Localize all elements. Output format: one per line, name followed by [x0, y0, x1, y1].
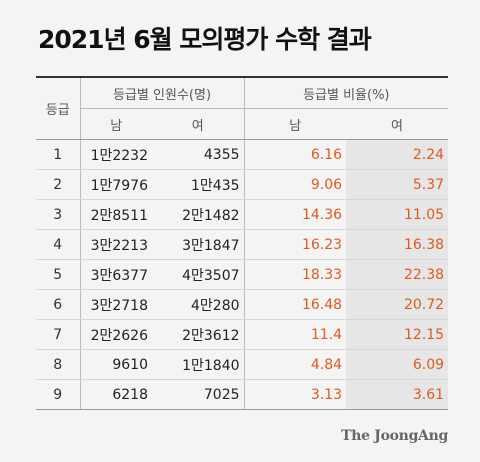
- female-count-cell: 3만1847: [152, 229, 245, 260]
- male-count-cell: 3만2718: [79, 289, 152, 320]
- female-count-cell: 4만3507: [152, 259, 245, 290]
- count-male-header: 남: [79, 108, 152, 140]
- female-ratio-cell: 5.37: [346, 169, 449, 200]
- female-ratio-cell: 2.24: [346, 139, 449, 170]
- grade-cell: 2: [36, 169, 80, 200]
- female-ratio-cell: 12.15: [346, 319, 449, 350]
- grade-cell: 7: [36, 319, 80, 350]
- female-count-cell: 4355: [152, 139, 245, 170]
- female-ratio-cell: 22.38: [346, 259, 449, 290]
- male-ratio-cell: 11.4: [243, 319, 347, 350]
- male-count-cell: 2만8511: [79, 199, 152, 230]
- male-ratio-cell: 3.13: [243, 379, 347, 410]
- table-row: 9 6218 7025 3.13 3.61: [36, 379, 449, 410]
- male-ratio-cell: 16.23: [243, 229, 347, 260]
- female-ratio-cell: 20.72: [346, 289, 449, 320]
- grade-cell: 1: [36, 139, 80, 170]
- table-row: 6 3만2718 4만280 16.48 20.72: [36, 289, 449, 320]
- grade-cell: 5: [36, 259, 80, 290]
- male-count-cell: 2만2626: [79, 319, 152, 350]
- grade-cell: 3: [36, 199, 80, 230]
- grade-cell: 6: [36, 289, 80, 320]
- table-row: 1 1만2232 4355 6.16 2.24: [36, 139, 449, 170]
- grade-cell: 9: [36, 379, 80, 410]
- male-count-cell: 3만6377: [79, 259, 152, 290]
- male-count-cell: 9610: [79, 349, 152, 380]
- female-ratio-cell: 3.61: [346, 379, 449, 410]
- male-count-cell: 3만2213: [79, 229, 152, 260]
- male-ratio-cell: 6.16: [243, 139, 347, 170]
- female-count-cell: 7025: [152, 379, 245, 410]
- table-row: 2 1만7976 1만435 9.06 5.37: [36, 169, 449, 200]
- male-count-cell: 1만7976: [79, 169, 152, 200]
- male-ratio-cell: 16.48: [243, 289, 347, 320]
- count-female-header: 여: [152, 108, 245, 140]
- female-count-cell: 2만3612: [152, 319, 245, 350]
- male-ratio-cell: 14.36: [243, 199, 347, 230]
- page-title: 2021년 6월 모의평가 수학 결과: [38, 25, 372, 54]
- source-logo: The JoongAng: [341, 428, 448, 444]
- female-ratio-cell: 16.38: [346, 229, 449, 260]
- male-ratio-cell: 4.84: [243, 349, 347, 380]
- table-row: 4 3만2213 3만1847 16.23 16.38: [36, 229, 449, 260]
- ratio-female-header: 여: [346, 108, 449, 140]
- ratio-group-header: 등급별 비율(%): [243, 76, 449, 109]
- male-ratio-cell: 9.06: [243, 169, 347, 200]
- ratio-male-header: 남: [243, 108, 347, 140]
- female-count-cell: 1만435: [152, 169, 245, 200]
- female-count-cell: 1만1840: [152, 349, 245, 380]
- table-row: 5 3만6377 4만3507 18.33 22.38: [36, 259, 449, 290]
- table-header-row: 등급 등급별 인원수(명) 등급별 비율(%): [36, 76, 449, 140]
- table-row: 8 9610 1만1840 4.84 6.09: [36, 349, 449, 380]
- female-ratio-cell: 6.09: [346, 349, 449, 380]
- female-count-cell: 4만280: [152, 289, 245, 320]
- male-count-cell: 6218: [79, 379, 152, 410]
- grade-cell: 4: [36, 229, 80, 260]
- female-ratio-cell: 11.05: [346, 199, 449, 230]
- table-row: 7 2만2626 2만3612 11.4 12.15: [36, 319, 449, 350]
- table-subheader-row: 남 여 남 여: [36, 108, 449, 140]
- results-table: 등급 등급별 인원수(명) 등급별 비율(%) 남 여 남 여 1 1만2232 4…: [36, 76, 449, 410]
- grade-cell: 8: [36, 349, 80, 380]
- male-count-cell: 1만2232: [79, 139, 152, 170]
- female-count-cell: 2만1482: [152, 199, 245, 230]
- count-group-header: 등급별 인원수(명): [79, 76, 245, 109]
- table-row: 3 2만8511 2만1482 14.36 11.05: [36, 199, 449, 230]
- table-body: 1 1만2232 4355 6.16 2.24 2 1만7976 1만435 9.06 5.37 3…: [36, 139, 449, 410]
- male-ratio-cell: 18.33: [243, 259, 347, 290]
- grade-header: 등급: [36, 76, 80, 140]
